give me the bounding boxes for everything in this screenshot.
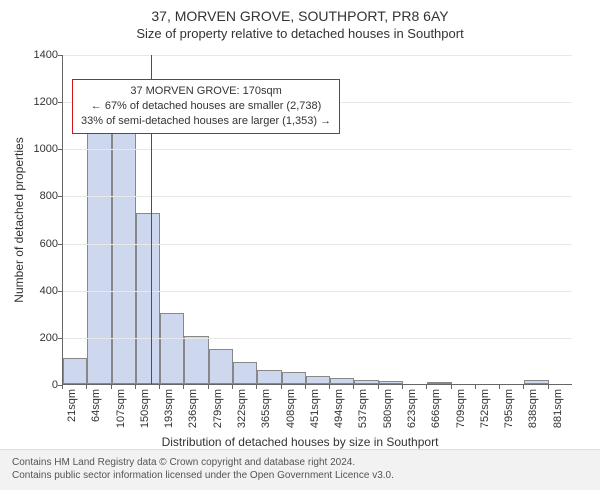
y-tick-mark [58, 102, 62, 103]
x-tick-mark [62, 385, 63, 389]
chart-title-sub: Size of property relative to detached ho… [10, 26, 590, 41]
grid-line [63, 196, 572, 197]
chart-titles: 37, MORVEN GROVE, SOUTHPORT, PR8 6AY Siz… [10, 8, 590, 41]
x-tick-mark [305, 385, 306, 389]
y-tick-mark [58, 55, 62, 56]
grid-line [63, 244, 572, 245]
footer-line-1: Contains HM Land Registry data © Crown c… [12, 456, 588, 469]
x-tick-label: 494sqm [333, 389, 345, 428]
chart-wrap: Number of detached properties Distributi… [10, 45, 590, 445]
y-tick-label: 0 [14, 379, 58, 391]
x-tick-mark [183, 385, 184, 389]
x-tick-label: 752sqm [479, 389, 491, 428]
x-tick-mark [353, 385, 354, 389]
histogram-bar [136, 213, 160, 384]
x-tick-label: 236sqm [187, 389, 199, 428]
x-tick-label: 408sqm [285, 389, 297, 428]
x-tick-label: 193sqm [163, 389, 175, 428]
x-tick-label: 21sqm [66, 389, 78, 422]
histogram-bar [87, 112, 111, 384]
histogram-bar [379, 381, 403, 384]
x-axis-label: Distribution of detached houses by size … [10, 435, 590, 449]
footer-attribution: Contains HM Land Registry data © Crown c… [0, 449, 600, 490]
y-tick-label: 800 [14, 190, 58, 202]
histogram-bar [257, 370, 281, 384]
x-tick-label: 365sqm [260, 389, 272, 428]
chart-container: 37, MORVEN GROVE, SOUTHPORT, PR8 6AY Siz… [0, 0, 600, 449]
x-tick-mark [523, 385, 524, 389]
histogram-bar [209, 349, 233, 384]
x-tick-label: 709sqm [455, 389, 467, 428]
x-tick-mark [329, 385, 330, 389]
x-tick-mark [256, 385, 257, 389]
histogram-bar [524, 380, 548, 384]
annotation-line: 37 MORVEN GROVE: 170sqm [81, 84, 331, 99]
x-tick-label: 64sqm [90, 389, 102, 422]
x-tick-label: 451sqm [309, 389, 321, 428]
histogram-bar [184, 336, 208, 384]
x-tick-mark [135, 385, 136, 389]
x-tick-mark [208, 385, 209, 389]
y-tick-label: 1000 [14, 143, 58, 155]
x-tick-mark [111, 385, 112, 389]
x-tick-mark [499, 385, 500, 389]
histogram-bar [354, 380, 378, 384]
histogram-bar [160, 313, 184, 384]
y-axis-label: Number of detached properties [12, 137, 26, 302]
x-tick-mark [232, 385, 233, 389]
x-tick-mark [86, 385, 87, 389]
x-tick-label: 580sqm [382, 389, 394, 428]
y-tick-label: 400 [14, 285, 58, 297]
x-tick-label: 107sqm [115, 389, 127, 428]
grid-line [63, 149, 572, 150]
histogram-bar [330, 378, 354, 384]
x-tick-mark [378, 385, 379, 389]
x-tick-label: 537sqm [357, 389, 369, 428]
y-tick-label: 200 [14, 332, 58, 344]
x-tick-label: 279sqm [212, 389, 224, 428]
x-tick-mark [281, 385, 282, 389]
annotation-line: 33% of semi-detached houses are larger (… [81, 114, 331, 129]
histogram-bar [427, 382, 451, 384]
x-tick-label: 150sqm [139, 389, 151, 428]
y-tick-label: 1400 [14, 49, 58, 61]
histogram-bar [112, 111, 136, 384]
x-tick-mark [451, 385, 452, 389]
x-tick-mark [426, 385, 427, 389]
grid-line [63, 291, 572, 292]
annotation-line: ← 67% of detached houses are smaller (2,… [81, 99, 331, 114]
x-tick-mark [475, 385, 476, 389]
x-tick-label: 795sqm [503, 389, 515, 428]
x-tick-label: 322sqm [236, 389, 248, 428]
x-tick-label: 881sqm [552, 389, 564, 428]
y-tick-mark [58, 149, 62, 150]
x-tick-label: 838sqm [527, 389, 539, 428]
y-tick-label: 600 [14, 238, 58, 250]
x-tick-label: 666sqm [430, 389, 442, 428]
y-tick-mark [58, 338, 62, 339]
chart-title-main: 37, MORVEN GROVE, SOUTHPORT, PR8 6AY [10, 8, 590, 24]
y-tick-mark [58, 196, 62, 197]
y-tick-mark [58, 244, 62, 245]
grid-line [63, 55, 572, 56]
histogram-bar [282, 372, 306, 384]
y-tick-mark [58, 291, 62, 292]
histogram-bar [63, 358, 87, 384]
footer-line-2: Contains public sector information licen… [12, 469, 588, 482]
x-tick-label: 623sqm [406, 389, 418, 428]
y-tick-label: 1200 [14, 96, 58, 108]
histogram-bar [233, 362, 257, 384]
x-tick-mark [548, 385, 549, 389]
histogram-bar [306, 376, 330, 384]
annotation-box: 37 MORVEN GROVE: 170sqm← 67% of detached… [72, 79, 340, 134]
x-tick-mark [159, 385, 160, 389]
grid-line [63, 338, 572, 339]
x-tick-mark [402, 385, 403, 389]
